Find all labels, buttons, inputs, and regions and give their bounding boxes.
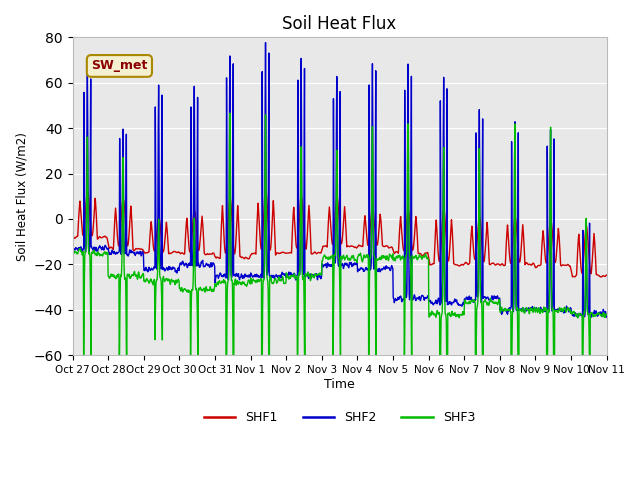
SHF2 (188, 187, 195, 193)
SHF2 (603, 314, 611, 320)
SHF3 (188, 299, 195, 304)
SHF2 (493, 296, 500, 301)
SHF3 (540, 304, 548, 310)
SHF1 (596, 274, 604, 280)
SHF1 (262, 187, 269, 192)
SHF3 (423, 255, 431, 261)
SHF1 (493, 262, 500, 267)
SHF2 (540, 308, 547, 314)
X-axis label: Time: Time (324, 378, 355, 391)
SHF3 (493, 300, 500, 305)
Title: Soil Heat Flux: Soil Heat Flux (282, 15, 397, 33)
SHF1 (423, 250, 431, 256)
Line: SHF2: SHF2 (72, 43, 607, 317)
Y-axis label: Soil Heat Flux (W/m2): Soil Heat Flux (W/m2) (15, 132, 28, 261)
SHF2 (423, 295, 431, 301)
SHF3 (603, 312, 611, 318)
SHF1 (175, 249, 182, 255)
SHF2 (68, 243, 76, 249)
SHF3 (226, 110, 234, 116)
SHF2 (175, 265, 182, 271)
SHF3 (68, 256, 76, 262)
Text: SW_met: SW_met (92, 60, 148, 72)
SHF1 (603, 272, 611, 278)
SHF2 (262, 40, 269, 46)
SHF1 (540, 233, 547, 239)
SHF1 (188, 241, 195, 247)
Line: SHF1: SHF1 (72, 190, 607, 277)
Line: SHF3: SHF3 (72, 113, 607, 480)
SHF3 (175, 276, 182, 282)
SHF2 (247, 271, 255, 277)
SHF3 (248, 279, 255, 285)
SHF1 (247, 252, 255, 257)
SHF1 (68, 232, 76, 238)
SHF2 (587, 314, 595, 320)
Legend: SHF1, SHF2, SHF3: SHF1, SHF2, SHF3 (199, 406, 480, 429)
